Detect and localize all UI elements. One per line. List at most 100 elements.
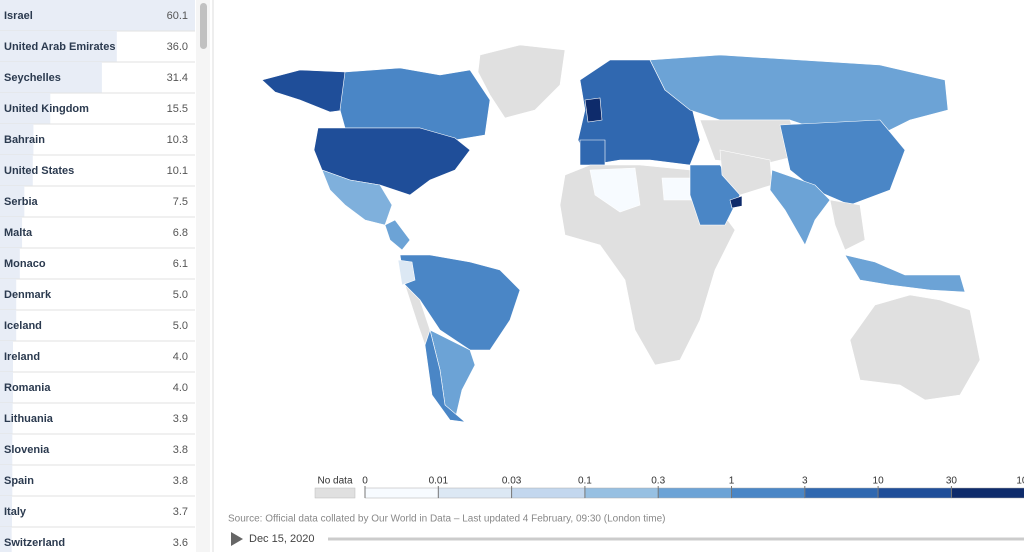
country-value: 60.1 [167, 10, 188, 22]
chile [424, 328, 466, 423]
country-value: 3.8 [173, 444, 188, 456]
row-bar [0, 124, 34, 155]
row-bar [0, 62, 102, 93]
australia [849, 294, 981, 401]
country-name: Romania [4, 382, 51, 394]
row-bar [0, 496, 13, 527]
legend-tick-label: 0.03 [502, 476, 522, 487]
row-bar [0, 527, 12, 552]
country-value: 5.0 [173, 289, 188, 301]
country-name: Iceland [4, 320, 42, 332]
country-value: 6.8 [173, 227, 188, 239]
country-name: Malta [4, 227, 33, 239]
country-value: 5.0 [173, 320, 188, 332]
central-america [384, 219, 411, 251]
country-name: Ireland [4, 351, 40, 363]
row-bar [0, 31, 117, 62]
africa [559, 164, 736, 366]
scroll-thumb[interactable] [200, 3, 207, 49]
no-data-swatch [314, 487, 356, 499]
united-kingdom [584, 97, 603, 123]
india [769, 169, 831, 246]
se-asia [829, 199, 866, 251]
legend-bin [511, 487, 586, 499]
world-map [261, 44, 981, 423]
legend-bin [584, 487, 659, 499]
country-value: 31.4 [167, 72, 188, 84]
legend-bin [657, 487, 732, 499]
country-name: Switzerland [4, 537, 65, 549]
row-bar [0, 217, 23, 248]
united-states [313, 127, 471, 196]
row-bar [0, 372, 13, 403]
alaska [261, 69, 346, 113]
country-value: 4.0 [173, 382, 188, 394]
row-bar [0, 341, 13, 372]
row-bar [0, 93, 51, 124]
row-bar [0, 465, 13, 496]
legend-bin [804, 487, 879, 499]
legend-tick-label: 3 [802, 476, 808, 487]
country-value: 10.3 [167, 134, 188, 146]
country-value: 6.1 [173, 258, 188, 270]
legend-bin [364, 487, 439, 499]
country-value: 3.8 [173, 475, 188, 487]
row-bar [0, 403, 13, 434]
country-name: Monaco [4, 258, 46, 270]
legend-bin [951, 487, 1024, 499]
country-name: Seychelles [4, 72, 61, 84]
row-bar [0, 186, 25, 217]
legend-tick-label: 30 [946, 476, 958, 487]
table: Israel 60.1 United Arab Emirates 36.0 Seyche… [0, 0, 195, 552]
timeline-date: Dec 15, 2020 [249, 533, 314, 545]
country-name: Spain [4, 475, 34, 487]
country-value: 3.9 [173, 413, 188, 425]
country-name: Serbia [4, 196, 39, 208]
iran [719, 149, 773, 196]
legend-tick-label: 0.3 [651, 476, 665, 487]
legend-tick-label: 100 [1016, 476, 1024, 487]
row-bar [0, 310, 17, 341]
legend-tick-label: 0.01 [429, 476, 449, 487]
country-name: Lithuania [4, 413, 54, 425]
legend-bin [877, 487, 952, 499]
country-value: 15.5 [167, 103, 188, 115]
spain [579, 139, 606, 166]
legend-bin [731, 487, 806, 499]
country-value: 36.0 [167, 41, 188, 53]
scroll-track [196, 0, 210, 552]
country-name: United Kingdom [4, 103, 89, 115]
country-value: 10.1 [167, 165, 188, 177]
country-name: Denmark [4, 289, 52, 301]
country-value: 3.7 [173, 506, 188, 518]
legend-tick-label: 1 [729, 476, 735, 487]
legend-tick-label: 10 [873, 476, 885, 487]
canada [339, 67, 491, 141]
legend-tick-label: 0.1 [578, 476, 592, 487]
country-name: Bahrain [4, 134, 45, 146]
source-note: Source: Official data collated by Our Wo… [228, 514, 665, 525]
legend-tick-label: 0 [362, 476, 368, 487]
ecuador [397, 259, 416, 286]
indonesia [844, 254, 966, 293]
russia [649, 54, 949, 136]
row-bar [0, 0, 195, 31]
legend: No data 0 0.01 0.03 0.1 0.3 1 3 10 30 100 [314, 476, 1024, 499]
legend-bin [438, 487, 512, 499]
row-bar [0, 434, 13, 465]
algeria [589, 167, 641, 213]
uae [729, 195, 743, 209]
country-value: 4.0 [173, 351, 188, 363]
row-bar [0, 279, 17, 310]
country-name: Israel [4, 10, 33, 22]
country-value: 7.5 [173, 196, 188, 208]
no-data-label: No data [317, 476, 352, 487]
country-name: Italy [4, 506, 27, 518]
play-button[interactable] [231, 532, 243, 546]
country-name: United Arab Emirates [4, 41, 115, 53]
country-value: 3.6 [173, 537, 188, 549]
row-bar [0, 155, 33, 186]
country-name: Slovenia [4, 444, 50, 456]
greenland [477, 44, 566, 119]
